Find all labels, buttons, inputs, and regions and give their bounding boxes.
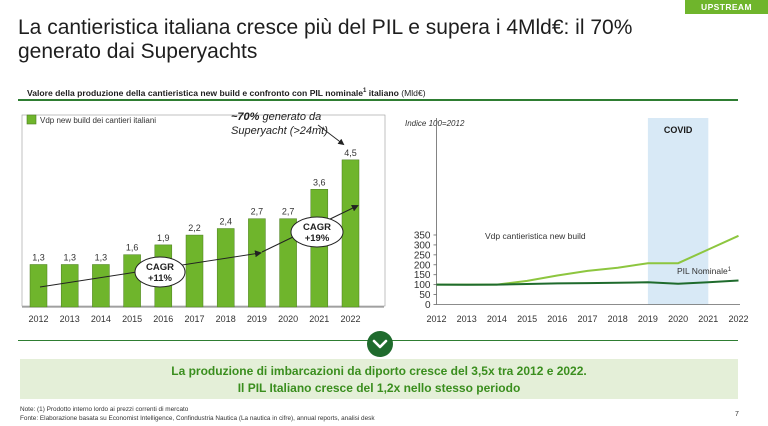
bar-2012 [29,264,48,308]
x-tick-label: 2016 [547,314,567,324]
superyacht-pointer [317,124,345,146]
covid-label: COVID [664,125,693,135]
cagr-bubble-2 [290,216,344,248]
x-tick-label: 2017 [184,314,204,324]
bar-2022 [341,159,360,308]
series-label-pil: PIL Nominale1 [677,266,732,276]
bar-2013 [60,264,79,308]
bar-2018 [216,228,235,308]
x-tick-label: 2014 [487,314,507,324]
x-tick-label: 2020 [278,314,298,324]
x-tick-label: 2020 [668,314,688,324]
x-tick-label: 2019 [638,314,658,324]
x-tick-label: 2012 [426,314,446,324]
x-tick-label: 2014 [91,314,111,324]
bar-2020 [279,218,297,308]
x-tick-label: 2021 [309,314,329,324]
x-tick-label: 2013 [457,314,477,324]
cagr-bubble-1 [134,256,186,288]
page-title: La cantieristica italiana cresce più del… [18,16,633,63]
x-tick-label: 2015 [122,314,142,324]
bar-2021 [310,189,329,308]
x-tick-label: 2016 [153,314,173,324]
bar-value-label: 1,3 [63,252,76,262]
x-tick-label: 2022 [340,314,360,324]
section-badge: UPSTREAM [685,0,768,14]
charts-area: Vdp new build dei cantieri italiani 1,3 20… [21,111,749,324]
bar-2014 [92,264,110,308]
bar-2017 [185,234,204,308]
x-tick-label: 2018 [216,314,236,324]
chevron-down-icon [367,331,393,357]
bar-value-label: 2,7 [282,207,295,217]
legend-label: Vdp new build dei cantieri italiani [40,116,156,125]
footnote: Note: (1) Prodotto interno lordo ai prez… [20,406,189,413]
page-number: 7 [735,411,739,418]
x-tick-label: 2015 [517,314,537,324]
x-tick-label: 2019 [247,314,267,324]
x-tick-label: 2022 [728,314,748,324]
series-label-vdp: Vdp cantieristica new build [485,231,586,241]
superyacht-annotation-line-2: Superyacht (>24mt) [231,125,328,137]
header-rule [18,99,738,101]
takeaway-line-1: La produzione di imbarcazioni da diporto… [171,364,587,378]
bar-value-label: 2,4 [219,217,232,227]
y-tick-label: 0 [425,300,431,311]
y-tick-label: 300 [414,240,431,251]
series-line-pil [436,279,739,286]
x-tick-label: 2021 [698,314,718,324]
bar-value-label: 4,5 [344,148,357,158]
chart-subtitle: Valore della produzione della cantierist… [27,88,426,98]
bar-value-label: 1,3 [32,252,45,262]
index-note: Indice 100=2012 [405,119,465,128]
y-tick-label: 50 [419,290,431,301]
source-note: Fonte: Elaborazione basata su Economist … [20,415,375,422]
cagr-label-2: CAGR [303,222,331,233]
x-tick-label: 2012 [28,314,48,324]
y-tick-label: 250 [414,250,431,261]
bar-value-label: 1,3 [95,252,108,262]
y-tick-label: 350 [414,230,431,241]
bar-value-label: 3,6 [313,177,326,187]
y-tick-label: 150 [414,270,431,281]
cagr-label-1: CAGR [146,262,174,273]
y-tick-label: 200 [414,260,431,271]
bar-value-label: 2,7 [251,207,264,217]
bar-2019 [248,218,266,308]
superyacht-annotation-line-1: ~70% generato da [231,111,321,123]
key-takeaway-banner: La produzione di imbarcazioni da diporto… [20,359,738,399]
covid-shade [647,118,709,305]
bar-value-label: 2,2 [188,223,201,233]
cagr-value-1: +11% [148,273,173,284]
bar-2015 [123,254,141,308]
bar-value-label: 1,6 [126,243,139,253]
x-tick-label: 2017 [577,314,597,324]
x-tick-label: 2013 [60,314,80,324]
bar-value-label: 1,9 [157,233,170,243]
x-tick-label: 2018 [608,314,628,324]
y-tick-label: 100 [414,280,431,291]
takeaway-line-2: Il PIL Italiano cresce del 1,2x nello st… [237,381,521,395]
legend-swatch [26,114,37,125]
cagr-value-2: +19% [305,233,330,244]
